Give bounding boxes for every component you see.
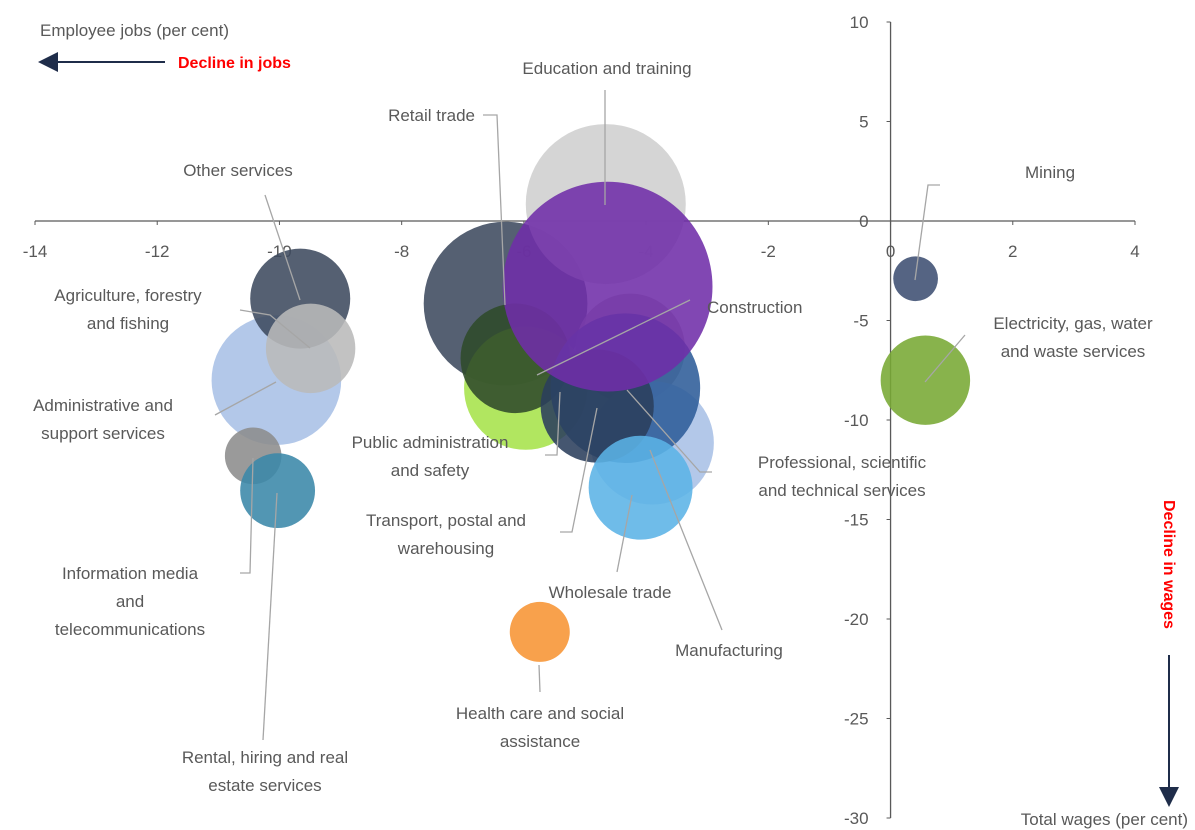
leader-line xyxy=(649,449,723,631)
leader-line xyxy=(616,494,633,573)
label-line: Public administration xyxy=(352,433,509,452)
label-line: Education and training xyxy=(522,59,691,78)
bubble xyxy=(502,181,713,392)
label-line: Other services xyxy=(183,161,293,180)
x-tick-label: -14 xyxy=(23,242,48,261)
label-line: Electricity, gas, water xyxy=(993,314,1153,333)
point-label: Administrative and support services xyxy=(33,396,173,443)
point-label: Retail trade xyxy=(388,106,475,125)
leader-line xyxy=(483,114,506,306)
point-label: Mining xyxy=(1025,163,1075,182)
label-line: Mining xyxy=(1025,163,1075,182)
label-line: warehousing xyxy=(397,539,494,558)
y-tick-label: 10 xyxy=(850,13,869,32)
leader-line xyxy=(924,334,966,383)
point-label: Electricity, gas, water and waste service… xyxy=(993,314,1153,361)
label-line: Professional, scientific xyxy=(758,453,927,472)
label-line: Manufacturing xyxy=(675,641,783,660)
y-tick-label: -25 xyxy=(844,710,869,729)
point-label: Agriculture, forestry and fishing xyxy=(54,286,202,333)
leader-line xyxy=(264,194,301,301)
y-tick-label: -30 xyxy=(844,809,869,828)
leader-line xyxy=(545,391,561,456)
y-tick-label: 0 xyxy=(859,212,868,231)
point-label: Transport, postal and warehousing xyxy=(366,511,526,558)
y-tick-label: -10 xyxy=(844,411,869,430)
label-line: Retail trade xyxy=(388,106,475,125)
leader-line xyxy=(240,457,254,574)
label-line: assistance xyxy=(500,732,580,751)
label-line: and safety xyxy=(391,461,470,480)
point-label: Wholesale trade xyxy=(549,583,672,602)
point-label: Professional, scientific and technical se… xyxy=(758,453,927,500)
label-line: and technical services xyxy=(758,481,925,500)
y-tick-label: 5 xyxy=(859,113,868,132)
y-axis-label: Employee jobs (per cent) xyxy=(40,21,229,40)
annotation: Decline in jobs xyxy=(178,55,291,72)
y-tick-label: -15 xyxy=(844,511,869,530)
bubble xyxy=(509,601,570,662)
leader-line xyxy=(239,309,311,349)
x-tick-label: -12 xyxy=(145,242,170,261)
bubble xyxy=(880,335,971,425)
leader-line xyxy=(536,299,691,376)
label-line: and xyxy=(116,592,144,611)
label-line: Information media xyxy=(62,564,199,583)
x-tick-label: -2 xyxy=(761,242,776,261)
label-line: Rental, hiring and real xyxy=(182,748,348,767)
label-line: and fishing xyxy=(87,314,169,333)
annotation: Decline in wages xyxy=(1160,500,1177,629)
y-tick-label: -20 xyxy=(844,610,869,629)
x-tick-label: -8 xyxy=(394,242,409,261)
label-line: telecommunications xyxy=(55,620,205,639)
leader-line xyxy=(560,407,598,533)
label-line: Health care and social xyxy=(456,704,624,723)
point-label: Public administration and safety xyxy=(352,433,509,480)
label-line: Transport, postal and xyxy=(366,511,526,530)
point-label: Other services xyxy=(183,161,293,180)
bubble xyxy=(265,303,356,394)
leader-line xyxy=(214,381,277,416)
bubble xyxy=(240,453,316,529)
leader-line xyxy=(914,184,940,281)
label-line: Agriculture, forestry xyxy=(54,286,202,305)
bubble xyxy=(588,435,693,540)
point-label: Rental, hiring and real estate services xyxy=(182,748,348,795)
point-label: Education and training xyxy=(522,59,691,78)
point-label: Manufacturing xyxy=(675,641,783,660)
label-line: and waste services xyxy=(1001,342,1146,361)
leader-line xyxy=(538,664,541,693)
label-line: support services xyxy=(41,424,165,443)
x-tick-label: 4 xyxy=(1130,242,1139,261)
point-label: Information media and telecommunications xyxy=(55,564,205,639)
x-tick-label: 0 xyxy=(886,242,895,261)
leader-line xyxy=(626,389,712,473)
label-line: estate services xyxy=(208,776,321,795)
label-line: Construction xyxy=(707,298,802,317)
y-tick-label: -5 xyxy=(853,312,868,331)
label-line: Wholesale trade xyxy=(549,583,672,602)
x-axis-label: Total wages (per cent) xyxy=(1021,810,1188,829)
point-label: Health care and social assistance xyxy=(456,704,624,751)
point-label: Construction xyxy=(707,298,802,317)
leader-line xyxy=(262,492,278,741)
x-tick-label: 2 xyxy=(1008,242,1017,261)
label-line: Administrative and xyxy=(33,396,173,415)
